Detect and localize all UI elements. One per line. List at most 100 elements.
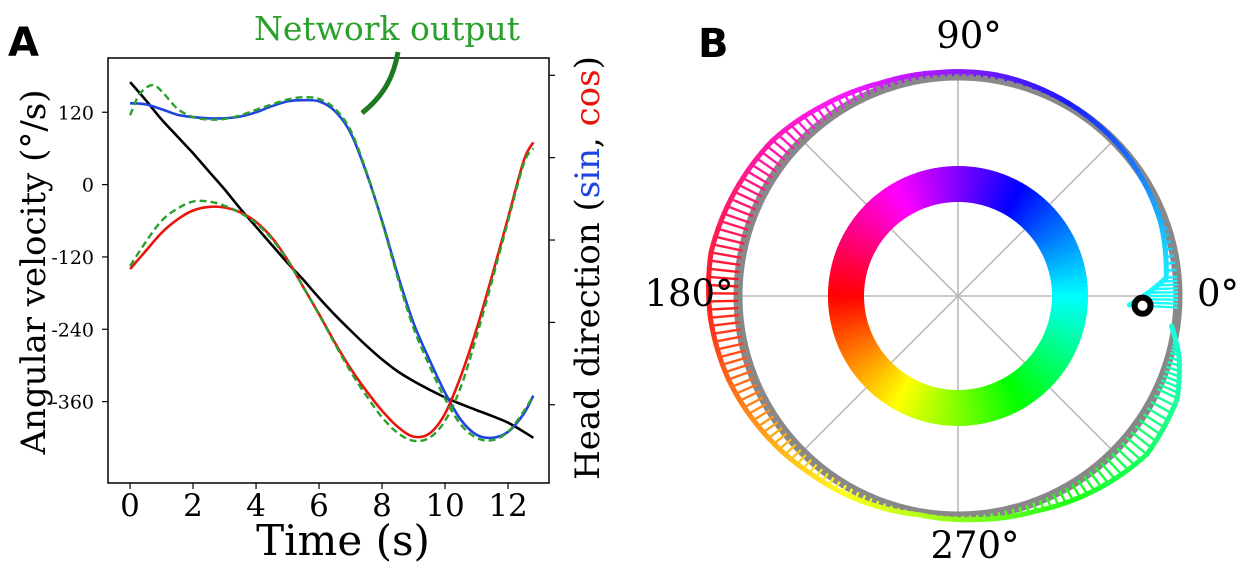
y-tick-label: 0 bbox=[82, 175, 94, 197]
trajectory-hatch bbox=[735, 383, 758, 395]
trajectory-hatch bbox=[1071, 483, 1082, 498]
trajectory-hatch bbox=[1089, 471, 1103, 488]
trajectory-hatch bbox=[1004, 76, 1008, 82]
trajectory-hatch bbox=[1075, 108, 1079, 112]
series-line-1 bbox=[130, 98, 535, 440]
trajectory-hatch bbox=[1100, 462, 1116, 480]
wheel-segment bbox=[912, 172, 929, 209]
trajectory-hatch bbox=[803, 115, 816, 130]
y2-label-suffix: ) bbox=[568, 56, 608, 69]
wheel-segment bbox=[1035, 344, 1069, 369]
x-tick-label: 10 bbox=[425, 488, 464, 524]
trajectory-hatch bbox=[762, 421, 779, 434]
trajectory-hatch bbox=[809, 111, 822, 126]
trajectory-hatch bbox=[1125, 436, 1148, 456]
wheel-segment bbox=[861, 358, 892, 388]
wheel-segment bbox=[1040, 336, 1076, 358]
trajectory-hatch bbox=[922, 73, 926, 79]
trajectory-hatch bbox=[717, 342, 744, 351]
trajectory-hatch bbox=[830, 100, 839, 113]
wheel-segment bbox=[953, 389, 960, 426]
trajectory-hatch bbox=[1150, 193, 1154, 197]
trajectory-hatch bbox=[827, 476, 835, 486]
angle-label-180: 180° bbox=[644, 272, 733, 315]
trajectory-hatch bbox=[875, 500, 880, 507]
x-axis-label: Time (s) bbox=[256, 516, 430, 565]
trajectory-hatch bbox=[752, 409, 771, 422]
wheel-segment bbox=[901, 380, 921, 416]
trajectory-hatch bbox=[886, 80, 891, 88]
trajectory-hatch bbox=[756, 157, 778, 173]
wheel-segment bbox=[847, 345, 881, 370]
trajectory-hatch bbox=[1041, 89, 1045, 94]
wheel-segment bbox=[1049, 314, 1086, 328]
trajectory-hatch bbox=[1105, 457, 1123, 476]
wheel-segment bbox=[1049, 311, 1087, 324]
wheel-segment bbox=[1025, 358, 1056, 387]
trajectory-hatch bbox=[1167, 361, 1180, 367]
trajectory-hatch bbox=[777, 134, 795, 151]
trajectory-hatch bbox=[995, 74, 999, 80]
trajectory-hatch bbox=[814, 468, 824, 479]
trajectory-hatch bbox=[1168, 356, 1180, 362]
x-tick-label: 2 bbox=[183, 488, 203, 524]
wheel-segment bbox=[1013, 369, 1040, 402]
trajectory-hatch bbox=[773, 432, 788, 445]
trajectory-hatch bbox=[709, 259, 741, 267]
wheel-segment bbox=[990, 382, 1008, 419]
trajectory bbox=[706, 69, 1182, 523]
trajectory-hatch bbox=[990, 513, 994, 520]
wheel-segment bbox=[1005, 375, 1029, 409]
trajectory-hatch bbox=[738, 183, 763, 198]
wheel-segment bbox=[835, 247, 871, 265]
wheel-segment bbox=[905, 381, 924, 418]
wheel-segment bbox=[1043, 241, 1079, 261]
wheel-segment bbox=[976, 168, 990, 205]
wheel-segment bbox=[863, 202, 893, 232]
wheel-segment bbox=[1047, 254, 1083, 271]
wheel-segment bbox=[1030, 353, 1062, 380]
trajectory-hatch bbox=[1153, 201, 1158, 206]
trajectory-segment bbox=[1169, 323, 1176, 333]
wheel-segment bbox=[850, 348, 883, 374]
trajectory-hatch bbox=[1116, 447, 1136, 466]
y2-label-sep: , bbox=[568, 126, 608, 148]
angle-label-90: 90° bbox=[936, 14, 1002, 57]
x-tick-label: 0 bbox=[120, 488, 140, 524]
trajectory-hatch bbox=[1157, 283, 1178, 287]
trajectory-hatch bbox=[771, 139, 791, 156]
trajectory-hatch bbox=[857, 88, 864, 99]
wheel-segment bbox=[831, 318, 868, 334]
wheel-segment bbox=[852, 351, 885, 378]
trajectory-hatch bbox=[1077, 479, 1089, 495]
trajectory-hatch bbox=[1098, 125, 1102, 129]
wheel-segment bbox=[1015, 367, 1043, 399]
trajectory-hatch bbox=[726, 205, 754, 218]
wheel-segment bbox=[889, 375, 912, 410]
wheel-segment bbox=[926, 387, 940, 424]
wheel-segment bbox=[996, 380, 1017, 415]
trajectory-hatch bbox=[757, 415, 775, 428]
trajectory-hatch bbox=[1165, 247, 1174, 252]
trajectory-hatch bbox=[1011, 508, 1016, 517]
trajectory-hatch bbox=[1134, 425, 1157, 443]
trajectory-hatch bbox=[1064, 487, 1074, 501]
wheel-segment bbox=[908, 173, 926, 210]
angle-label-0: 0° bbox=[1197, 272, 1239, 315]
wheel-segment bbox=[858, 356, 889, 384]
trajectory-hatch bbox=[1018, 506, 1023, 515]
trajectory-hatch bbox=[889, 505, 893, 511]
panel-letter-a: A bbox=[8, 20, 39, 66]
trajectory-hatch bbox=[868, 497, 873, 505]
wheel-segment bbox=[970, 167, 981, 204]
y2-label-sin: sin bbox=[568, 148, 608, 198]
trajectory-hatch bbox=[1141, 176, 1145, 180]
trajectory-hatch bbox=[761, 151, 782, 167]
wheel-segment bbox=[870, 196, 898, 227]
wheel-segment bbox=[839, 334, 874, 355]
y-tick-label: -240 bbox=[51, 319, 94, 341]
trajectory-hatch bbox=[783, 129, 800, 145]
trajectory-hatch bbox=[725, 363, 750, 374]
trajectory-hatch bbox=[712, 243, 743, 252]
wheel-segment bbox=[1027, 355, 1059, 383]
